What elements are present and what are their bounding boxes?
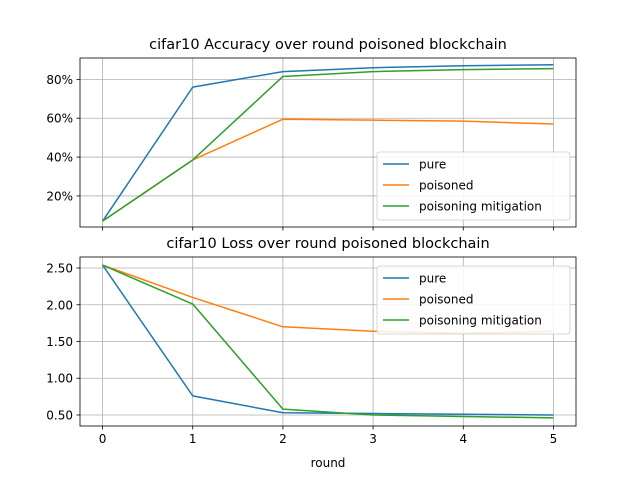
y-tick-label: 80% [46, 73, 73, 87]
y-tick-label: 1.00 [46, 372, 73, 386]
x-tick-label: 4 [459, 432, 467, 446]
x-tick-label: 0 [99, 432, 107, 446]
x-tick-label: 3 [369, 432, 377, 446]
y-tick-label: 60% [46, 112, 73, 126]
series-line-pure [101, 264, 554, 416]
legend-label: poisoned [419, 293, 474, 307]
accuracy-chart: 20% 40% 60% 80% cifar10 Accuracy over round … [46, 37, 577, 231]
legend-label: poisoned [419, 179, 474, 193]
chart-title: cifar10 Loss over round poisoned blockch… [166, 236, 489, 252]
legend-label: pure [419, 158, 446, 172]
x-tick-label: 1 [189, 432, 197, 446]
x-tick-label: 2 [279, 432, 287, 446]
series-line-poisoning-mitigation [102, 264, 554, 419]
x-axis-label: round [311, 456, 346, 470]
axes-frame [79, 57, 577, 228]
legend-box [376, 151, 571, 221]
y-tick-label: 40% [46, 151, 73, 165]
series-line-pure [101, 64, 554, 222]
legend-label: poisoning mitigation [419, 200, 542, 214]
y-tick-label: 2.00 [46, 298, 73, 312]
y-tick-label: 1.50 [46, 335, 73, 349]
loss-chart: 0 1 2 3 4 5 0.50 1.00 1.50 2.00 2.50 cifar10 Loss o… [46, 236, 577, 446]
legend-label: pure [419, 272, 446, 286]
chart-title: cifar10 Accuracy over round poisoned blo… [149, 37, 507, 53]
y-tick-label: 2.50 [46, 262, 73, 276]
legend-box [376, 265, 571, 335]
y-tick-label: 20% [46, 189, 73, 203]
x-tick-label: 5 [550, 432, 558, 446]
legend-label: poisoning mitigation [419, 314, 542, 328]
y-tick-label: 0.50 [46, 408, 73, 422]
series-line-poisoning-mitigation [102, 67, 554, 222]
